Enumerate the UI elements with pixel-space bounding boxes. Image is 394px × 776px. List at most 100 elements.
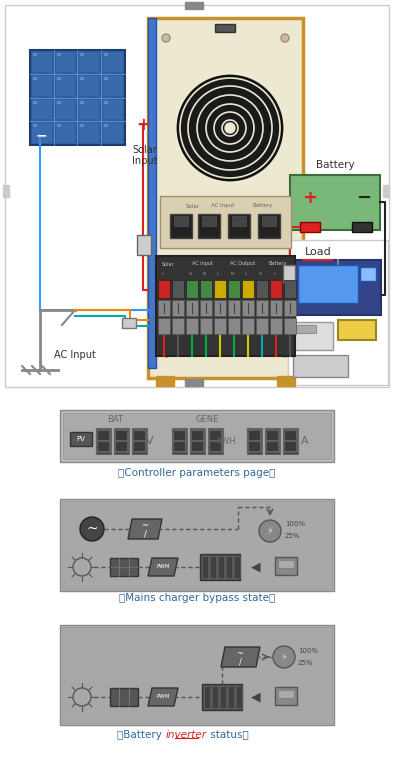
Text: L: L [245, 272, 247, 276]
Bar [170, 214, 192, 238]
Bar [275, 557, 297, 575]
Text: −: − [35, 128, 47, 142]
Bar [70, 432, 92, 446]
Bar [104, 101, 108, 103]
Bar [148, 18, 303, 378]
Bar [80, 76, 99, 95]
Bar [242, 318, 254, 334]
Bar [104, 124, 108, 127]
Text: Load: Load [305, 247, 331, 257]
Text: -: - [287, 272, 289, 276]
Bar [296, 325, 316, 333]
Bar [158, 300, 170, 316]
Bar [33, 53, 37, 56]
Bar [32, 52, 52, 71]
Bar [284, 300, 296, 316]
Bar [103, 52, 123, 71]
Bar [278, 560, 294, 568]
Bar [218, 556, 224, 578]
Bar [56, 99, 76, 120]
Text: V: V [146, 436, 154, 446]
Text: G: G [258, 272, 262, 276]
Bar [293, 355, 348, 377]
Circle shape [281, 349, 289, 357]
Bar [383, 185, 389, 197]
Bar [293, 322, 333, 350]
Bar [114, 428, 129, 454]
Bar [202, 684, 242, 710]
Bar [204, 686, 210, 708]
Bar [234, 556, 240, 578]
Text: ⚡: ⚡ [267, 526, 273, 536]
Bar [57, 124, 61, 127]
Text: （Mains charger bypass state）: （Mains charger bypass state） [119, 593, 275, 603]
Bar [156, 256, 295, 356]
Bar [185, 2, 203, 9]
Text: Battery: Battery [269, 262, 287, 266]
Text: Input: Input [132, 156, 158, 166]
Text: /: / [143, 529, 147, 539]
Text: Battery: Battery [253, 203, 273, 209]
Bar [202, 556, 208, 578]
Text: +: + [272, 272, 276, 276]
Bar [228, 300, 240, 316]
Bar [210, 556, 216, 578]
Text: ~: ~ [141, 521, 149, 531]
Bar [62, 501, 332, 589]
Text: PWM: PWM [156, 564, 170, 570]
Bar [30, 50, 125, 145]
Text: AC Output: AC Output [230, 262, 256, 266]
Bar [103, 99, 123, 120]
Bar [242, 300, 254, 316]
Bar [270, 300, 282, 316]
Bar [80, 124, 84, 127]
Circle shape [162, 349, 170, 357]
Bar [33, 124, 37, 127]
Bar [200, 554, 240, 580]
Bar [256, 300, 268, 316]
Bar [293, 260, 381, 315]
Bar [80, 53, 84, 56]
Bar [174, 216, 188, 226]
Bar [96, 428, 111, 454]
Bar [352, 222, 372, 232]
Polygon shape [221, 647, 260, 667]
Bar [284, 280, 296, 298]
Text: Solar: Solar [186, 203, 200, 209]
Bar [200, 300, 212, 316]
Bar [270, 280, 282, 298]
Bar [186, 300, 198, 316]
Bar [32, 123, 52, 143]
Bar [80, 101, 84, 103]
Text: （Battery: （Battery [117, 730, 165, 740]
Text: 100%: 100% [298, 648, 318, 654]
Bar [228, 686, 234, 708]
Text: PWM: PWM [156, 695, 170, 699]
Bar [284, 318, 296, 334]
Bar [214, 318, 226, 334]
Bar [32, 99, 52, 120]
Bar [110, 558, 138, 576]
Bar [56, 76, 76, 95]
Text: A: A [301, 436, 309, 446]
Bar [122, 318, 136, 328]
Polygon shape [128, 519, 162, 539]
Circle shape [178, 76, 282, 180]
Text: Solar: Solar [162, 262, 174, 266]
Text: AC Input: AC Input [54, 350, 96, 360]
Text: N: N [203, 272, 206, 276]
Bar [185, 379, 203, 386]
Text: ⚡: ⚡ [281, 652, 288, 662]
Bar [158, 318, 170, 334]
Bar [242, 280, 254, 298]
Bar [270, 318, 282, 334]
Polygon shape [148, 688, 178, 706]
Bar [104, 53, 108, 56]
Bar [80, 123, 99, 143]
Bar [57, 77, 61, 80]
Bar [62, 627, 332, 723]
Text: −: − [357, 189, 372, 207]
Bar [172, 318, 184, 334]
Bar [80, 77, 84, 80]
Bar [360, 267, 376, 281]
